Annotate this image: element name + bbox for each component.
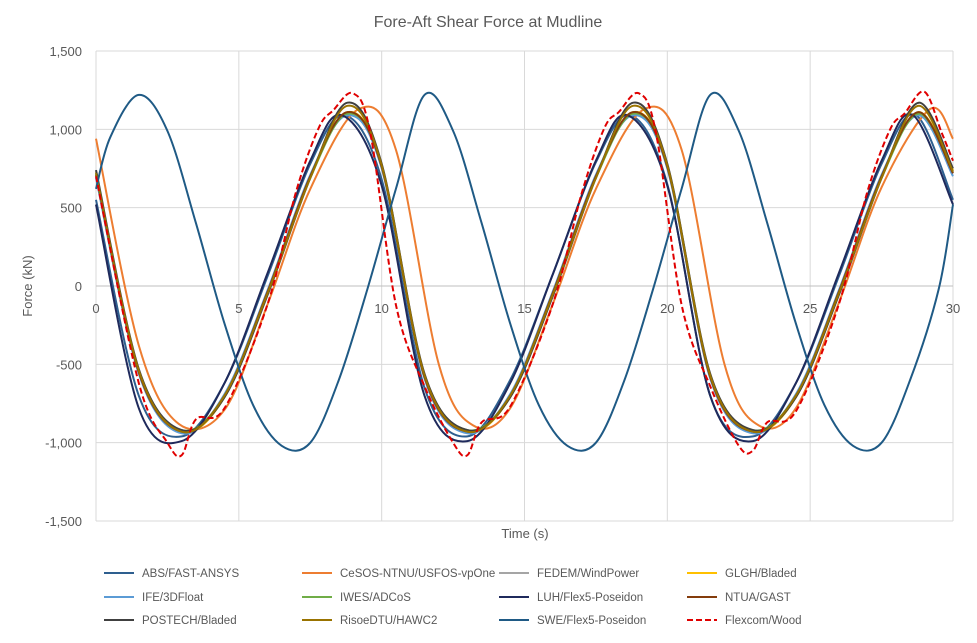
x-tick-label: 0 [92, 301, 99, 316]
chart-title: Fore-Aft Shear Force at Mudline [374, 14, 603, 31]
legend-label: IWES/ADCoS [340, 592, 411, 604]
x-tick-label: 30 [946, 301, 960, 316]
y-tick-label: 0 [75, 279, 82, 294]
y-tick-label: 1,500 [49, 44, 82, 59]
legend-label: NTUA/GAST [725, 592, 791, 604]
legend-label: FEDEM/WindPower [537, 568, 639, 580]
y-tick-label: -1,000 [45, 436, 82, 451]
x-axis-label: Time (s) [501, 526, 548, 541]
y-tick-label: 1,000 [49, 122, 82, 137]
series-line-6 [95, 113, 954, 445]
legend-label: SWE/Flex5-Poseidon [537, 615, 646, 627]
y-axis-label: Force (kN) [20, 255, 35, 316]
series-line-10 [95, 91, 954, 452]
x-tick-label: 20 [660, 301, 674, 316]
legend-label: RisoeDTU/HAWC2 [340, 615, 437, 627]
legend-label: ABS/FAST-ANSYS [142, 568, 239, 580]
legend-label: CeSOS-NTNU/USFOS-vpOne [340, 568, 495, 580]
legend-label: GLGH/Bladed [725, 568, 797, 580]
legend-label: LUH/Flex5-Poseidon [537, 592, 643, 604]
x-tick-label: 5 [235, 301, 242, 316]
y-tick-label: 500 [60, 201, 82, 216]
y-tick-label: -500 [56, 357, 82, 372]
x-tick-label: 15 [517, 301, 531, 316]
legend-label: Flexcom/Wood [725, 615, 801, 627]
legend-label: IFE/3DFloat [142, 592, 204, 604]
x-tick-label: 25 [803, 301, 817, 316]
series-line-9 [95, 104, 954, 434]
tick-labels: 1,500 1,000 500 0 -500 -1,000 -1,500 0 5 10 15 20 25… [45, 44, 960, 529]
legend: ABS/FAST-ANSYS CeSOS-NTNU/USFOS-vpOne FEDE… [104, 568, 801, 627]
series-line-11 [95, 90, 954, 458]
y-tick-label: -1,500 [45, 514, 82, 529]
legend-label: POSTECH/Bladed [142, 615, 237, 627]
grid-lines [95, 50, 954, 522]
series-lines [95, 90, 954, 458]
x-tick-label: 10 [374, 301, 388, 316]
